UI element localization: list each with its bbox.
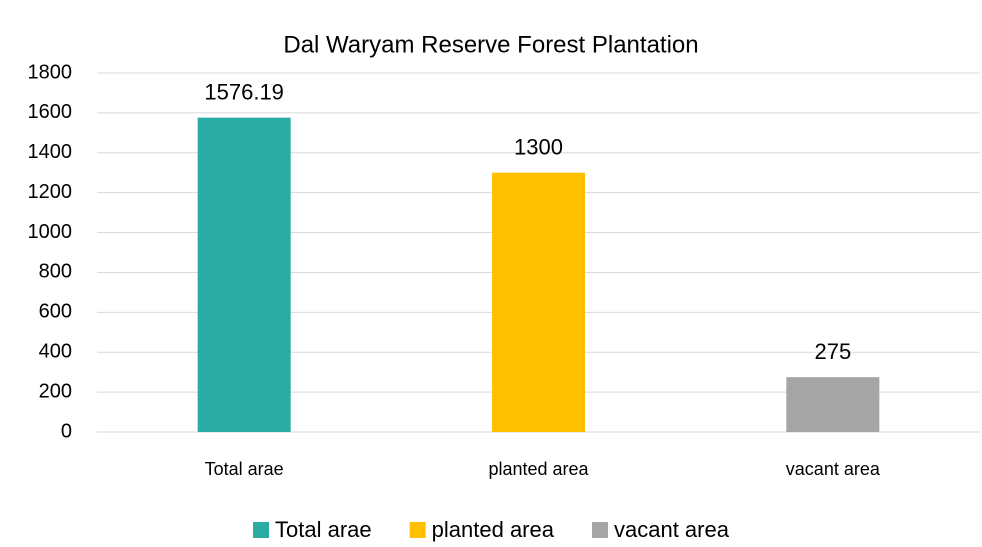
y-tick-label: 1800	[28, 61, 73, 83]
data-label: 1300	[514, 135, 563, 160]
y-tick-label: 1400	[28, 141, 73, 163]
y-tick-label: 800	[39, 261, 72, 283]
x-tick-label: vacant area	[786, 459, 881, 479]
legend-swatch	[591, 522, 608, 538]
legend-label: Total arae	[275, 517, 372, 542]
x-tick-label: Total arae	[205, 459, 284, 479]
y-tick-label: 400	[39, 341, 72, 363]
legend-swatch	[409, 522, 426, 538]
legend-label: planted area	[432, 517, 555, 542]
y-tick-label: 200	[39, 380, 72, 402]
y-tick-label: 0	[61, 420, 72, 442]
y-tick-label: 1600	[28, 101, 73, 123]
chart-title: Dal Waryam Reserve Forest Plantation	[283, 31, 698, 58]
legend-label: vacant area	[614, 517, 730, 542]
y-tick-label: 600	[39, 301, 72, 323]
data-label: 275	[814, 339, 851, 364]
bar	[197, 117, 291, 432]
bar	[491, 172, 586, 432]
bar	[786, 377, 880, 432]
legend-swatch	[253, 522, 270, 538]
y-tick-label: 1000	[28, 221, 73, 243]
y-tick-label: 1200	[28, 181, 73, 203]
x-tick-label: planted area	[488, 459, 589, 479]
data-label: 1576.19	[204, 79, 284, 104]
